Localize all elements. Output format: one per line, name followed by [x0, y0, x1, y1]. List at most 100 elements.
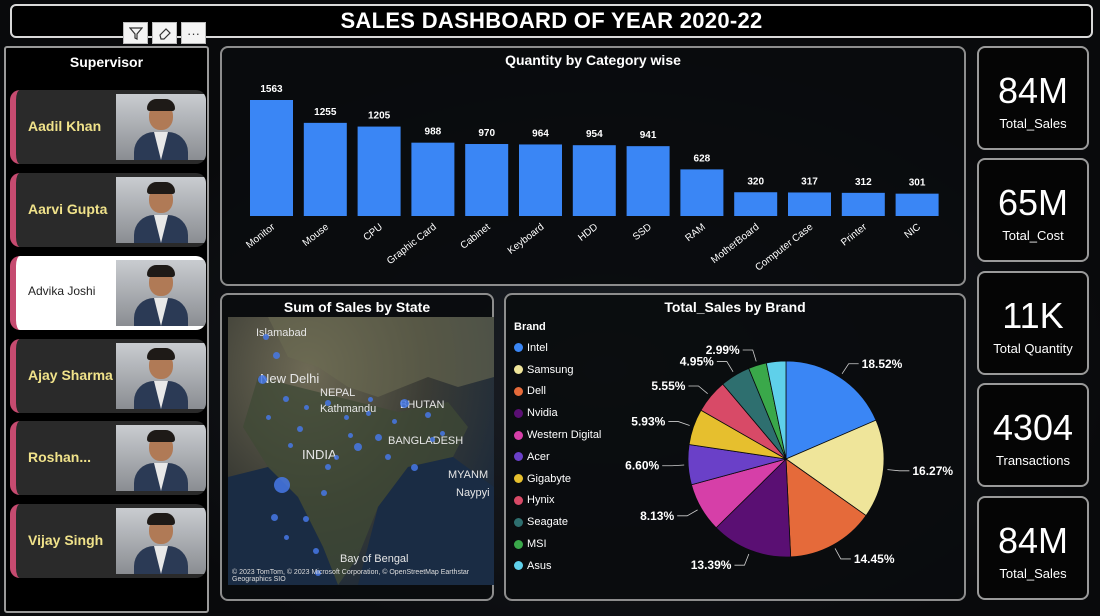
bar[interactable] — [357, 126, 401, 216]
kpi-value: 84M — [997, 520, 1069, 561]
pie-data-label: 4.95% — [680, 355, 714, 369]
pie-leader-line — [834, 548, 851, 560]
map-label: Naypyi — [456, 487, 490, 499]
eraser-icon[interactable] — [152, 22, 177, 44]
map-bubble[interactable] — [315, 570, 321, 576]
map-bubble[interactable] — [283, 396, 289, 402]
supervisor-item[interactable]: Aarvi Gupta — [10, 173, 206, 247]
pie-slice[interactable] — [785, 419, 885, 517]
pie-slice[interactable] — [765, 360, 787, 460]
legend-item[interactable]: Western Digital — [514, 424, 601, 446]
pie-data-label: 16.27% — [912, 464, 953, 478]
bar[interactable] — [465, 144, 509, 216]
kpi-value: 84M — [997, 70, 1069, 111]
legend-item[interactable]: Seagate — [514, 511, 601, 533]
kpi-card: 11K Total Quantity — [977, 271, 1089, 375]
pie-slice[interactable] — [715, 458, 792, 558]
kpi-card: 4304 Transactions — [977, 383, 1089, 487]
legend-swatch — [514, 561, 523, 571]
bar-chart: 1563 Monitor 1255 Mouse 1205 CPU 988 Graphic Ca… — [244, 84, 939, 273]
pie-title: Total_Sales by Brand — [664, 299, 806, 315]
map-bubble[interactable] — [287, 442, 293, 448]
map-bubble[interactable] — [325, 464, 331, 470]
map-bubble[interactable] — [439, 430, 445, 436]
map-bubble[interactable] — [347, 432, 353, 438]
map-bubble[interactable] — [391, 418, 397, 424]
bar[interactable] — [788, 192, 831, 216]
category-tick-label: Graphic Card — [385, 222, 439, 267]
bar[interactable] — [841, 192, 885, 216]
funnel-icon[interactable] — [123, 22, 148, 44]
legend-item[interactable]: Gigabyte — [514, 468, 601, 490]
map-bubble[interactable] — [354, 443, 362, 451]
bar[interactable] — [250, 100, 293, 216]
map-bubble[interactable] — [303, 404, 309, 410]
map-bubble[interactable] — [385, 454, 391, 460]
map-label: BANGLADESH — [388, 435, 464, 447]
map-bubble[interactable] — [399, 398, 409, 408]
bar[interactable] — [680, 169, 724, 216]
category-tick-label: Printer — [839, 221, 870, 248]
map-bubble[interactable] — [257, 374, 267, 384]
map-bubble[interactable] — [429, 436, 435, 442]
sales-map[interactable]: Islamabad New Delhi NEPAL Kathmandu BHUTAN BA… — [228, 317, 494, 585]
pie-slice[interactable] — [785, 360, 877, 460]
map-bubble[interactable] — [313, 548, 319, 554]
pie-slice[interactable] — [785, 458, 867, 558]
slicer-title: Supervisor — [69, 54, 144, 70]
kpi-label: Total_Sales — [999, 566, 1067, 581]
legend-item[interactable]: Nvidia — [514, 402, 601, 424]
map-bubble[interactable] — [343, 414, 349, 420]
legend-label: Nvidia — [527, 407, 558, 420]
bar[interactable] — [626, 146, 670, 216]
supervisor-item[interactable]: Roshan... — [10, 421, 206, 495]
avatar — [116, 94, 206, 160]
legend-item[interactable]: Intel — [514, 337, 601, 359]
map-bubble[interactable] — [374, 433, 382, 441]
kpi-label: Total_Cost — [1002, 228, 1064, 243]
map-bubble[interactable] — [325, 400, 331, 406]
map-bubble[interactable] — [367, 396, 373, 402]
bar[interactable] — [895, 193, 939, 216]
bar[interactable] — [411, 142, 455, 216]
legend-item[interactable]: Asus — [514, 555, 601, 577]
map-bubble[interactable] — [283, 534, 289, 540]
map-panel[interactable]: Sum of Sales by State Islamabad New Delhi… — [220, 293, 494, 601]
more-options-button[interactable]: ··· — [181, 22, 206, 44]
map-label: Bay of Bengal — [340, 553, 409, 565]
bar[interactable] — [303, 122, 347, 216]
map-bubble[interactable] — [321, 490, 327, 496]
map-bubble[interactable] — [263, 334, 269, 340]
map-bubble[interactable] — [410, 463, 418, 471]
bar-value-label: 1205 — [368, 111, 391, 122]
map-bubble[interactable] — [270, 513, 278, 521]
legend-label: Hynix — [527, 494, 555, 507]
legend-swatch — [514, 474, 523, 484]
map-bubble[interactable] — [333, 454, 339, 460]
map-bubble[interactable] — [274, 477, 290, 493]
supervisor-item[interactable]: Advika Joshi — [10, 256, 206, 330]
map-bubble[interactable] — [265, 414, 271, 420]
legend-item[interactable]: Hynix — [514, 490, 601, 512]
supervisor-item[interactable]: Ajay Sharma — [10, 339, 206, 413]
avatar — [116, 508, 206, 574]
legend-item[interactable]: Dell — [514, 381, 601, 403]
map-label: NEPAL — [320, 387, 356, 399]
map-bubble[interactable] — [365, 410, 371, 416]
pie-leader-line — [887, 469, 910, 472]
pie-leader-line — [677, 509, 698, 517]
bar[interactable] — [572, 145, 616, 216]
map-bubble[interactable] — [303, 516, 309, 522]
legend-item[interactable]: MSI — [514, 533, 601, 555]
bar[interactable] — [519, 144, 562, 216]
bar-value-label: 941 — [640, 130, 657, 141]
category-tick-label: Cabinet — [459, 222, 493, 252]
legend-item[interactable]: Acer — [514, 446, 601, 468]
map-bubble[interactable] — [272, 351, 280, 359]
supervisor-item[interactable]: Vijay Singh — [10, 504, 206, 578]
map-bubble[interactable] — [297, 426, 303, 432]
map-bubble[interactable] — [425, 412, 431, 418]
legend-item[interactable]: Samsung — [514, 359, 601, 381]
bar[interactable] — [734, 192, 778, 216]
supervisor-item[interactable]: Aadil Khan — [10, 90, 206, 164]
